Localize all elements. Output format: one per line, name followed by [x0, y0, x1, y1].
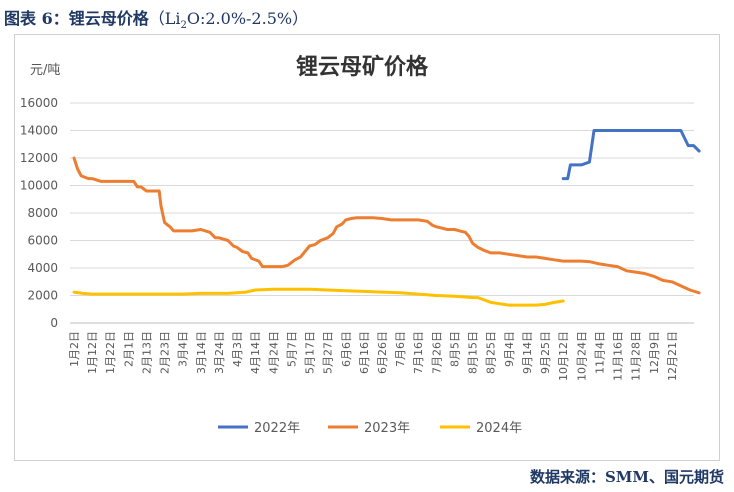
y-tick-label: 16000: [20, 96, 58, 110]
y-tick-label: 10000: [20, 179, 58, 193]
x-tick-label: 8月5日: [448, 331, 461, 367]
x-tick-label: 6月26日: [376, 331, 389, 374]
legend-label: 2024年: [476, 421, 522, 436]
x-tick-label: 4月14日: [249, 331, 262, 374]
y-tick-label: 0: [50, 316, 58, 330]
x-tick-label: 8月25日: [485, 331, 498, 374]
caption-grade: O:2.0%-2.5%: [186, 9, 293, 28]
x-tick-label: 6月16日: [358, 331, 371, 374]
x-tick-label: 2月23日: [159, 331, 172, 374]
y-axis-unit: 元/吨: [30, 63, 60, 78]
x-tick-label: 3月14日: [195, 331, 208, 374]
x-tick-label: 4月24日: [267, 331, 280, 374]
y-axis-ticks: 0 2000 4000 6000 8000 10000 12000 14000 16000: [20, 96, 58, 330]
x-tick-label: 5月17日: [304, 331, 317, 374]
legend: 2022年 2023年 2024年: [218, 421, 522, 436]
caption-li-subscript: 2: [180, 20, 187, 32]
x-tick-label: 6月6日: [340, 331, 353, 367]
y-tick-label: 14000: [20, 124, 58, 138]
x-tick-label: 10月12日: [557, 331, 570, 381]
x-tick-label: 1月12日: [86, 331, 99, 374]
caption-li: Li: [164, 9, 181, 28]
caption-formula: （Li2O:2.0%-2.5%）: [148, 9, 309, 32]
x-tick-label: 2月1日: [122, 331, 135, 367]
x-tick-label: 3月24日: [213, 331, 226, 374]
x-tick-label: 11月28日: [630, 331, 643, 381]
y-tick-label: 12000: [20, 151, 58, 165]
series-lines: [72, 129, 701, 307]
legend-label: 2023年: [364, 421, 410, 436]
x-axis-ticks: 1月2日 1月12日 1月22日 2月1日 2月13日 2月23日 3月4日 3月14日 3月2…: [68, 331, 679, 381]
x-tick-label: 1月22日: [104, 331, 117, 374]
x-tick-label: 1月2日: [68, 331, 81, 367]
x-tick-label: 8月15日: [467, 331, 480, 374]
y-tick-label: 6000: [27, 234, 58, 248]
series-line-2022年: [561, 129, 701, 181]
figure-caption: 图表 6：锂云母价格（Li2O:2.0%-2.5%）: [4, 5, 308, 31]
caption-open-paren: （: [148, 9, 165, 28]
series-line-2024年: [72, 287, 565, 307]
chart-title: 锂云母矿价格: [296, 54, 429, 79]
x-tick-label: 3月4日: [177, 331, 190, 367]
data-source: 数据来源：SMM、国元期货: [529, 468, 724, 486]
x-tick-label: 5月27日: [322, 331, 335, 374]
x-tick-label: 4月3日: [231, 331, 244, 367]
caption-close-paren: ）: [292, 9, 309, 28]
x-tick-label: 7月16日: [412, 331, 425, 374]
x-tick-label: 7月26日: [430, 331, 443, 374]
x-tick-label: 9月25日: [539, 331, 552, 374]
legend-label: 2022年: [254, 421, 300, 436]
chart-frame: [14, 34, 720, 461]
x-tick-label: 11月4日: [593, 331, 606, 374]
x-tick-label: 2月13日: [140, 331, 153, 374]
x-tick-label: 10月24日: [575, 331, 588, 381]
x-tick-label: 11月16日: [612, 331, 625, 381]
x-tick-label: 7月6日: [394, 331, 407, 367]
caption-prefix: 图表 6：锂云母价格: [4, 9, 149, 28]
x-tick-label: 12月9日: [648, 331, 661, 374]
y-tick-label: 2000: [27, 289, 58, 303]
x-tick-label: 9月4日: [503, 331, 516, 367]
series-line-2023年: [72, 156, 701, 295]
y-tick-label: 8000: [27, 206, 58, 220]
x-tick-label: 5月7日: [285, 331, 298, 367]
x-tick-label: 9月14日: [521, 331, 534, 374]
x-tick-label: 12月21日: [666, 331, 679, 381]
y-tick-label: 4000: [27, 261, 58, 275]
